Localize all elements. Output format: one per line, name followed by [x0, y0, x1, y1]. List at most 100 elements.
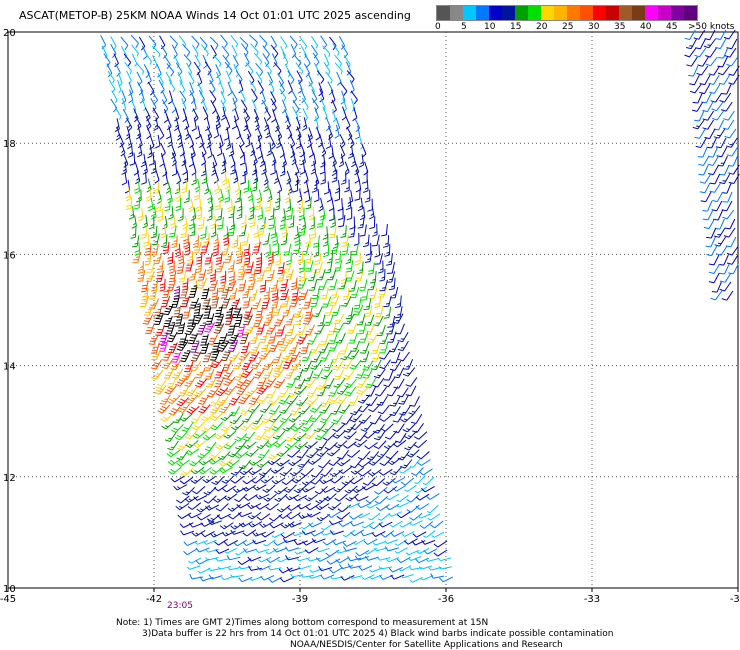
wind-barb [200, 226, 207, 239]
wind-barb [162, 286, 171, 299]
wind-barb [241, 368, 254, 379]
wind-barb [205, 117, 211, 132]
wind-barb [240, 171, 246, 185]
wind-barb [316, 215, 325, 228]
wind-barb [238, 565, 253, 570]
wind-barb [349, 513, 363, 520]
wind-barb [243, 441, 257, 450]
wind-barb [268, 331, 277, 344]
wind-barb [252, 151, 258, 166]
wind-barb [179, 287, 189, 299]
wind-barb [329, 530, 344, 535]
wind-barb [699, 173, 712, 184]
wind-barb [298, 565, 312, 570]
wind-barb [378, 566, 392, 570]
wind-barb [350, 286, 360, 299]
wind-barb [287, 449, 301, 458]
wind-barb [283, 484, 297, 493]
wind-barb [248, 206, 254, 220]
wind-barb [235, 70, 243, 85]
wind-barb [134, 180, 140, 194]
wind-barb [117, 79, 122, 94]
wind-barb [167, 395, 181, 405]
wind-barb [348, 280, 357, 292]
wind-barb [125, 117, 133, 132]
wind-barb [390, 531, 405, 537]
wind-barb [200, 530, 215, 538]
wind-barb [179, 413, 193, 422]
wind-barb [110, 98, 118, 113]
wind-barb [153, 312, 164, 325]
wind-barb [397, 450, 410, 461]
wind-barb [366, 451, 380, 461]
wind-barb [410, 467, 424, 476]
wind-barb [357, 460, 372, 468]
wind-barb [250, 43, 259, 56]
wind-barb [331, 162, 337, 177]
wind-barb [726, 254, 739, 265]
wind-barb [204, 252, 213, 265]
wind-barb [204, 61, 212, 76]
note-line-1: Note: 1) Times are GMT 2)Times along bot… [116, 618, 489, 628]
wind-barb [387, 457, 402, 466]
wind-barb [325, 261, 333, 274]
wind-barb [160, 44, 168, 59]
wind-barb [313, 188, 320, 203]
lon-tick-label: -39 [292, 594, 308, 605]
wind-barb [150, 359, 162, 370]
wind-barb [229, 405, 241, 417]
wind-barb [310, 530, 325, 537]
wind-barb [238, 351, 251, 361]
wind-barb [718, 47, 729, 59]
wind-barb [204, 322, 216, 333]
wind-barb [238, 144, 245, 159]
wind-barb [253, 368, 265, 379]
wind-barb [201, 170, 208, 184]
wind-barb [310, 352, 322, 363]
wind-barb [333, 322, 345, 333]
wind-barb [264, 199, 271, 212]
wind-barb [248, 468, 263, 476]
wind-barb [324, 53, 330, 67]
wind-barb [176, 495, 190, 504]
wind-barb [303, 314, 314, 325]
wind-barb [711, 200, 723, 212]
wind-barb [205, 548, 220, 553]
wind-barb [120, 142, 126, 157]
wind-barb [206, 387, 219, 398]
wind-barb [314, 252, 322, 265]
wind-barb [144, 252, 152, 266]
wind-barb [254, 262, 263, 275]
wind-barb [393, 423, 405, 434]
wind-barb [322, 233, 329, 247]
wind-barb [308, 206, 315, 221]
wind-barb [226, 280, 237, 292]
wind-barb [726, 137, 738, 148]
wind-barb [192, 486, 206, 495]
wind-barb [184, 430, 198, 440]
wind-barb [142, 161, 148, 175]
wind-barb [145, 188, 152, 202]
wind-barb [387, 262, 395, 274]
wind-barb [127, 144, 134, 158]
wind-barb [176, 339, 189, 351]
wind-barb [397, 387, 409, 398]
wind-barb [266, 556, 281, 564]
wind-barb [365, 242, 372, 256]
wind-barb [201, 151, 207, 166]
wind-barb [437, 557, 452, 562]
wind-barb [388, 566, 403, 573]
wind-barb [218, 280, 227, 292]
wind-barb [137, 207, 144, 222]
wind-barb [197, 269, 207, 281]
wind-barb [176, 459, 190, 467]
wind-barb [698, 155, 710, 166]
wind-barb [415, 493, 430, 501]
wind-barb [395, 295, 402, 308]
wind-barb [301, 422, 314, 432]
wind-barb [221, 360, 232, 372]
wind-barb [171, 44, 178, 59]
wind-barb [273, 243, 280, 257]
wind-barb [231, 307, 242, 319]
wind-barb [709, 182, 721, 193]
